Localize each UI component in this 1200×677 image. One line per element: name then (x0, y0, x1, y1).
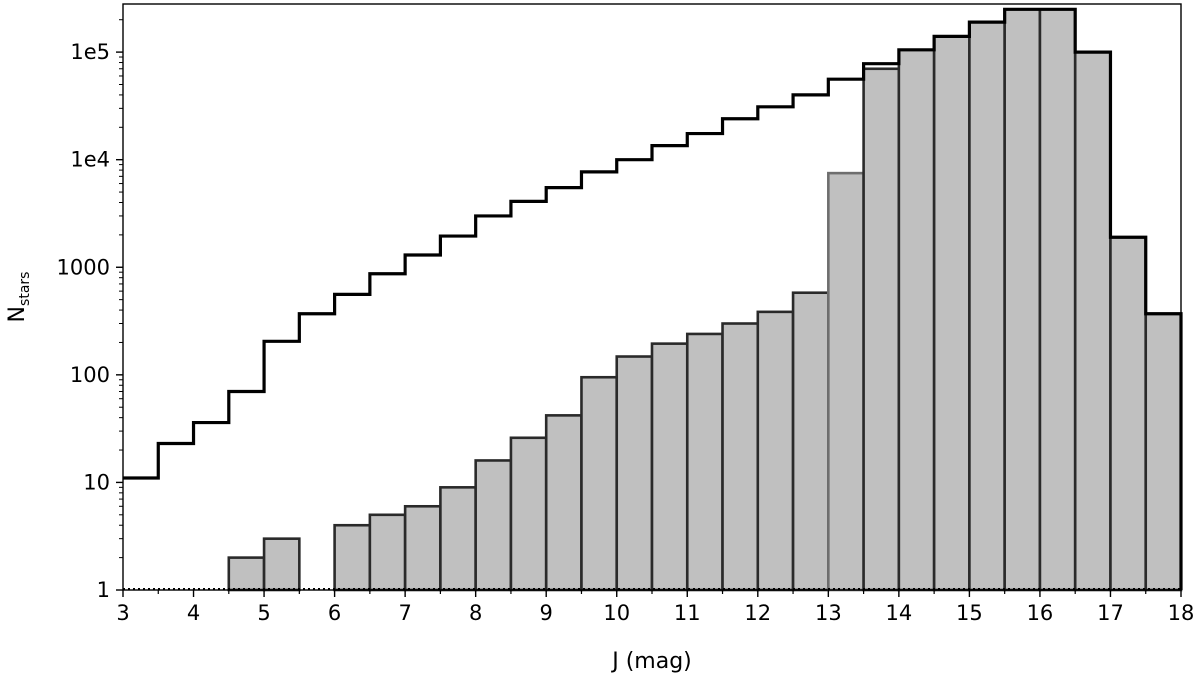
y-tick-label: 10 (83, 470, 110, 494)
step-line (123, 7, 1183, 590)
x-tick-label: 15 (956, 601, 983, 625)
x-axis-ticks: 3 4 5 6 7 8 9 10 11 12 13 14 15 16 17 18 (116, 590, 1194, 625)
bar (1038, 7, 1077, 592)
bar (932, 35, 971, 592)
y-tick-label: 1e4 (70, 148, 110, 172)
bar (721, 322, 760, 592)
x-tick-label: 14 (885, 601, 912, 625)
bar (615, 355, 654, 592)
x-tick-label: 10 (603, 601, 630, 625)
x-tick-label: 6 (328, 601, 341, 625)
y-axis-label-subscript: stars (17, 272, 33, 306)
bar (827, 171, 865, 592)
x-tick-label: 5 (257, 601, 270, 625)
y-tick-label: 100 (70, 363, 110, 387)
x-tick-label: 11 (674, 601, 701, 625)
bar (333, 523, 372, 592)
x-tick-label: 3 (116, 601, 129, 625)
bar (403, 504, 442, 592)
bar (368, 513, 407, 592)
bar (580, 375, 619, 592)
x-tick-label: 7 (398, 601, 411, 625)
bar (262, 537, 301, 592)
bar (1073, 50, 1112, 592)
x-tick-label: 17 (1097, 601, 1124, 625)
bar (474, 459, 513, 592)
y-axis-label: Nstars (5, 272, 33, 323)
x-tick-label: 13 (815, 601, 842, 625)
bar (968, 20, 1006, 592)
x-axis-label: J (mag) (610, 649, 692, 674)
bar (685, 332, 724, 592)
bar (544, 414, 583, 592)
x-tick-label: 4 (187, 601, 200, 625)
y-tick-label: 1e5 (70, 40, 110, 64)
bar (509, 436, 548, 592)
bar (227, 556, 266, 592)
bar (1109, 235, 1148, 592)
bar (791, 291, 830, 592)
x-tick-label: 16 (1027, 601, 1054, 625)
bar (1003, 7, 1042, 592)
bar (862, 67, 901, 592)
bar (756, 310, 795, 592)
step-outline-series (123, 7, 1183, 590)
bar (897, 48, 936, 592)
bar (439, 486, 477, 592)
y-axis-label-main: N (5, 306, 30, 322)
y-tick-label: 1000 (57, 255, 110, 279)
x-tick-label: 9 (540, 601, 553, 625)
filled-bars-series (227, 7, 1183, 592)
x-tick-label: 8 (469, 601, 482, 625)
x-tick-label: 12 (744, 601, 771, 625)
y-axis-ticks: 1 10 100 1000 1e4 1e5 (57, 19, 123, 602)
bar (1144, 312, 1183, 592)
y-tick-label: 1 (97, 578, 110, 602)
bar (650, 342, 689, 592)
x-tick-label: 18 (1168, 601, 1195, 625)
